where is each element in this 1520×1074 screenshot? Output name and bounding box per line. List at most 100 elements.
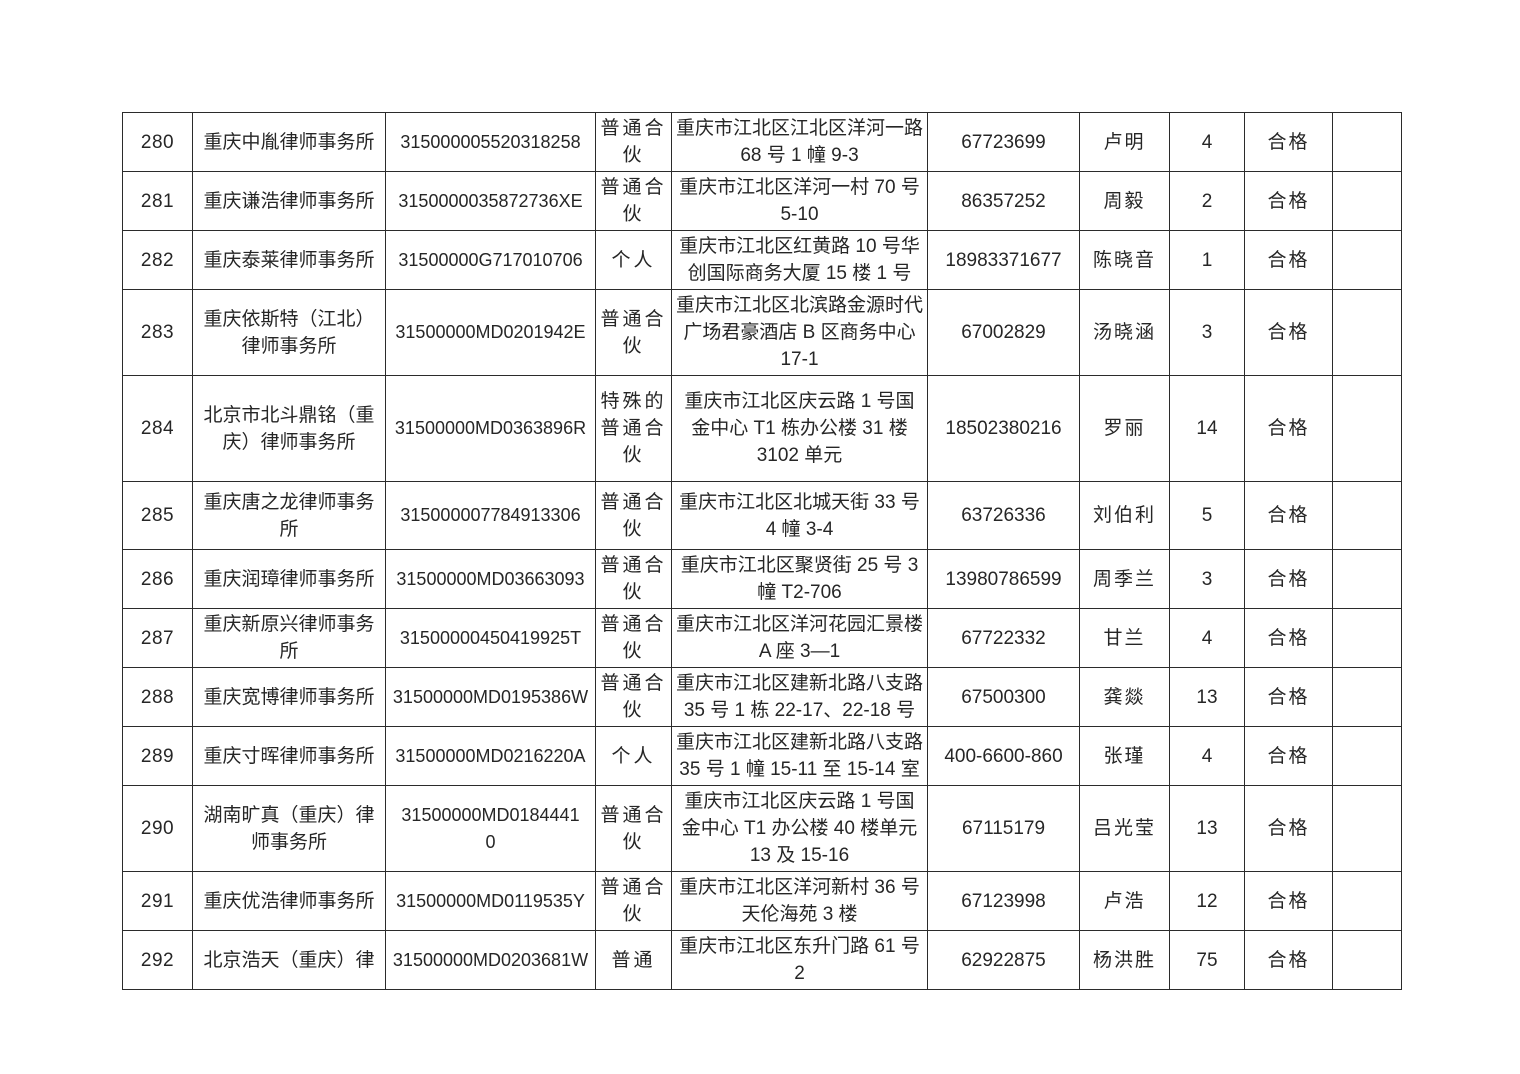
cell-organization-type: 普通合伙 [595,549,672,609]
table-row: 286 重庆润璋律师事务所 31500000MD03663093 普通合伙 重庆… [122,549,1402,609]
cell-address: 重庆市江北区洋河花园汇景楼 A 座 3—1 [671,608,928,668]
cell-row-number: 285 [122,481,193,550]
cell-address: 重庆市江北区红黄路 10 号华创国际商务大厦 15 楼 1 号 [671,230,928,290]
cell-remark [1332,171,1402,231]
license-number-text: 31500000MD0119535Y [396,890,585,911]
cell-inspection-result: 合格 [1244,171,1333,231]
cell-address: 重庆市江北区建新北路八支路 35 号 1 幢 15-11 至 15-14 室 [671,726,928,786]
table-row: 288 重庆宽博律师事务所 31500000MD0195386W 普通合伙 重庆… [122,667,1402,727]
cell-phone-number: 67115179 [927,785,1080,872]
cell-address: 重庆市江北区庆云路 1 号国金中心 T1 栋办公楼 31 楼 3102 单元 [671,375,928,482]
cell-responsible-person: 周季兰 [1079,549,1170,609]
cell-firm-name: 北京浩天（重庆）律 [192,930,386,990]
cell-inspection-result: 合格 [1244,871,1333,931]
cell-phone-number: 67123998 [927,871,1080,931]
cell-firm-name: 重庆泰莱律师事务所 [192,230,386,290]
cell-responsible-person: 罗丽 [1079,375,1170,482]
cell-lawyer-count: 2 [1169,171,1245,231]
cell-address: 重庆市江北区聚贤街 25 号 3 幢 T2-706 [671,549,928,609]
cell-firm-name: 重庆谦浩律师事务所 [192,171,386,231]
cell-row-number: 282 [122,230,193,290]
cell-responsible-person: 刘伯利 [1079,481,1170,550]
cell-organization-type: 特殊的普通合伙 [595,375,672,482]
license-number-text: 3150000035872736XE [398,190,583,211]
cell-license-number: 31500000MD0363896R [385,375,596,482]
cell-lawyer-count: 13 [1169,785,1245,872]
table-row: 287 重庆新原兴律师事务所 31500000450419925T 普通合伙 重… [122,608,1402,668]
cell-row-number: 290 [122,785,193,872]
cell-remark [1332,608,1402,668]
cell-inspection-result: 合格 [1244,726,1333,786]
cell-license-number: 3150000035872736XE [385,171,596,231]
cell-remark [1332,667,1402,727]
cell-responsible-person: 汤晓涵 [1079,289,1170,376]
cell-phone-number: 67723699 [927,112,1080,172]
cell-inspection-result: 合格 [1244,481,1333,550]
table-row: 281 重庆谦浩律师事务所 3150000035872736XE 普通合伙 重庆… [122,171,1402,231]
cell-lawyer-count: 4 [1169,112,1245,172]
table-row: 283 重庆依斯特（江北）律师事务所 31500000MD0201942E 普通… [122,289,1402,376]
cell-address: 重庆市江北区洋河新村 36 号天伦海苑 3 楼 [671,871,928,931]
cell-address: 重庆市江北区庆云路 1 号国金中心 T1 办公楼 40 楼单元 13 及 15-… [671,785,928,872]
cell-remark [1332,726,1402,786]
cell-address: 重庆市江北区建新北路八支路 35 号 1 栋 22-17、22-18 号 [671,667,928,727]
cell-organization-type: 个人 [595,230,672,290]
cell-firm-name: 重庆宽博律师事务所 [192,667,386,727]
cell-row-number: 281 [122,171,193,231]
cell-firm-name: 重庆寸晖律师事务所 [192,726,386,786]
cell-license-number: 31500000MD0216220A [385,726,596,786]
cell-row-number: 287 [122,608,193,668]
cell-responsible-person: 甘兰 [1079,608,1170,668]
cell-organization-type: 普通合伙 [595,785,672,872]
table-row: 280 重庆中胤律师事务所 315000005520318258 普通合伙 重庆… [122,112,1402,172]
cell-license-number: 31500000MD0195386W [385,667,596,727]
cell-lawyer-count: 1 [1169,230,1245,290]
cell-address: 重庆市江北区江北区洋河一路 68 号 1 幢 9-3 [671,112,928,172]
cell-responsible-person: 龚燚 [1079,667,1170,727]
cell-firm-name: 湖南旷真（重庆）律师事务所 [192,785,386,872]
cell-organization-type: 普通合伙 [595,112,672,172]
cell-inspection-result: 合格 [1244,608,1333,668]
cell-firm-name: 重庆新原兴律师事务所 [192,608,386,668]
cell-phone-number: 18983371677 [927,230,1080,290]
cell-phone-number: 86357252 [927,171,1080,231]
cell-lawyer-count: 75 [1169,930,1245,990]
cell-responsible-person: 杨洪胜 [1079,930,1170,990]
license-number-text: 31500000MD03663093 [396,568,585,589]
cell-inspection-result: 合格 [1244,230,1333,290]
cell-organization-type: 普通合伙 [595,667,672,727]
cell-phone-number: 62922875 [927,930,1080,990]
cell-lawyer-count: 14 [1169,375,1245,482]
cell-responsible-person: 张瑾 [1079,726,1170,786]
cell-organization-type: 普通合伙 [595,871,672,931]
cell-phone-number: 400-6600-860 [927,726,1080,786]
license-number-text: 31500000MD0201942E [395,322,586,342]
cell-license-number: 31500000MD01844410 [385,785,596,872]
cell-phone-number: 18502380216 [927,375,1080,482]
cell-row-number: 292 [122,930,193,990]
cell-address: 重庆市江北区北城天街 33 号 4 幢 3-4 [671,481,928,550]
cell-organization-type: 普通合伙 [595,171,672,231]
table-row: 291 重庆优浩律师事务所 31500000MD0119535Y 普通合伙 重庆… [122,871,1402,931]
cell-row-number: 291 [122,871,193,931]
license-number-text: 315000005520318258 [400,131,581,152]
cell-phone-number: 67002829 [927,289,1080,376]
table-row: 289 重庆寸晖律师事务所 31500000MD0216220A 个人 重庆市江… [122,726,1402,786]
license-number-text: 31500000MD0203681W [392,949,589,970]
cell-firm-name: 重庆唐之龙律师事务所 [192,481,386,550]
cell-responsible-person: 吕光莹 [1079,785,1170,872]
cell-firm-name: 重庆依斯特（江北）律师事务所 [192,289,386,376]
license-number-text: 315000007784913306 [400,505,581,525]
table-row: 290 湖南旷真（重庆）律师事务所 31500000MD01844410 普通合… [122,785,1402,872]
cell-phone-number: 63726336 [927,481,1080,550]
cell-firm-name: 重庆润璋律师事务所 [192,549,386,609]
cell-firm-name: 北京市北斗鼎铭（重庆）律师事务所 [192,375,386,482]
cell-inspection-result: 合格 [1244,549,1333,609]
cell-remark [1332,785,1402,872]
cell-responsible-person: 周毅 [1079,171,1170,231]
cell-row-number: 280 [122,112,193,172]
cell-license-number: 31500000MD0119535Y [385,871,596,931]
cell-license-number: 315000007784913306 [385,481,596,550]
cell-responsible-person: 卢浩 [1079,871,1170,931]
